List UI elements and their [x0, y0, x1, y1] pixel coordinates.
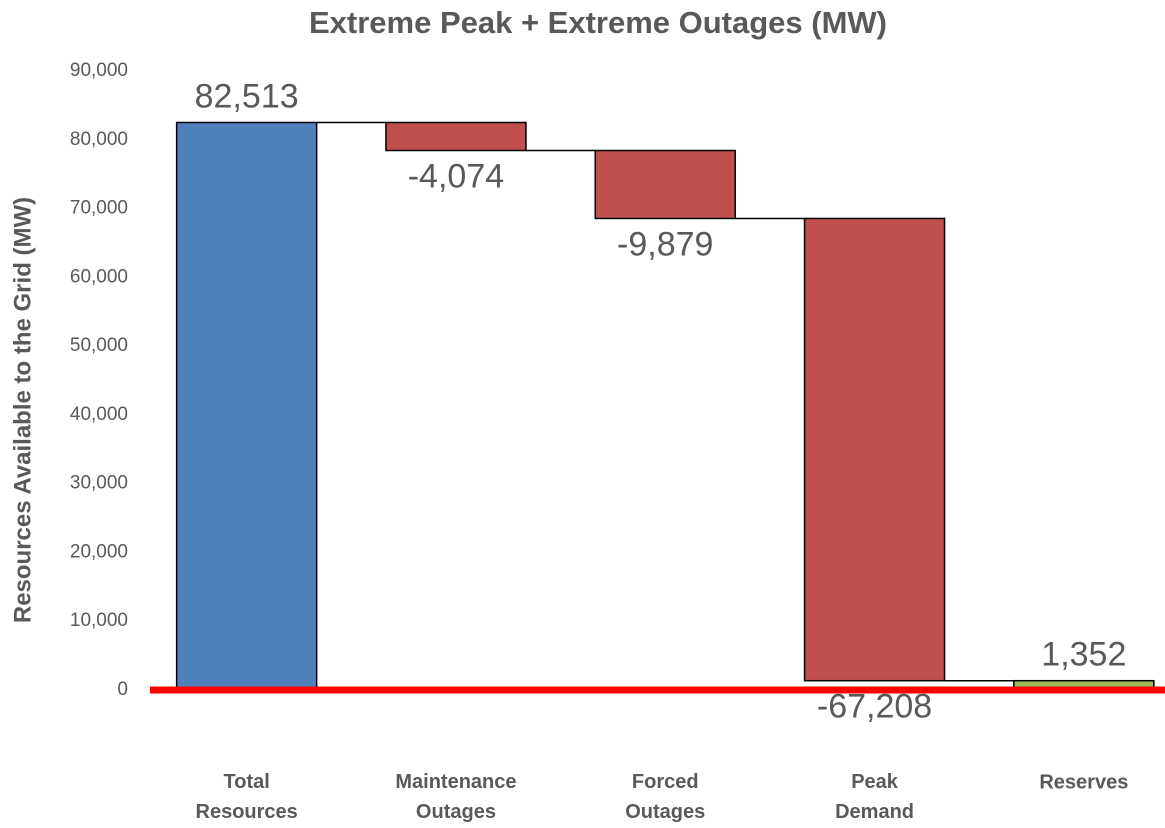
y-tick-label: 20,000 [70, 541, 128, 562]
x-tick-label-line: Outages [625, 801, 705, 823]
value-label: -9,879 [617, 225, 713, 263]
y-tick-label: 0 [117, 679, 128, 700]
x-tick-label-line: Demand [835, 801, 914, 823]
value-label: -67,208 [817, 688, 932, 726]
x-tick-label: Maintenance Outages [395, 771, 516, 823]
value-label: 1,352 [1041, 636, 1126, 674]
y-tick-label: 60,000 [70, 266, 128, 287]
bar [594, 149, 736, 220]
chart-title: Extreme Peak + Extreme Outages (MW) [309, 5, 887, 40]
x-tick-label-line: Maintenance [395, 771, 516, 793]
x-tick-label-line: Total [224, 771, 270, 793]
y-tick-label: 30,000 [70, 473, 128, 494]
x-tick-label-line: Outages [416, 801, 496, 823]
value-label: -4,074 [408, 157, 504, 195]
x-tick-label: Peak Demand [835, 771, 914, 823]
y-tick-label: 10,000 [70, 610, 128, 631]
bar [175, 121, 318, 691]
x-tick-label: Reserves [1039, 771, 1128, 793]
bar [385, 121, 527, 152]
bar [803, 217, 946, 682]
x-tick-label-line: Forced [632, 771, 699, 793]
y-tick-label: 70,000 [70, 198, 128, 219]
x-tick-label-line: Peak [851, 771, 899, 793]
x-tick-label: Total Resources [196, 771, 298, 823]
y-tick-label: 80,000 [70, 129, 128, 150]
y-tick-label: 90,000 [70, 60, 128, 81]
x-tick-label: Forced Outages [625, 771, 705, 823]
y-tick-label: 50,000 [70, 335, 128, 356]
x-tick-label-line: Resources [196, 801, 298, 823]
value-label: 82,513 [195, 77, 299, 115]
y-tick-label: 40,000 [70, 404, 128, 425]
y-axis-label: Resources Available to the Grid (MW) [9, 197, 36, 623]
